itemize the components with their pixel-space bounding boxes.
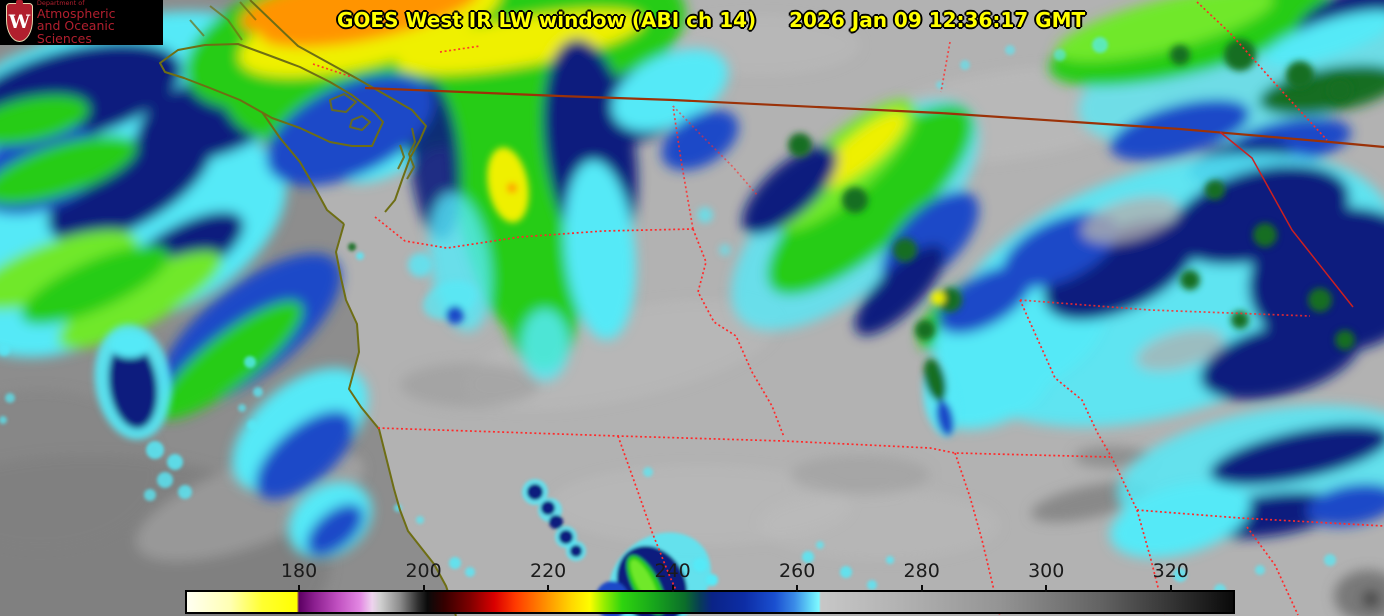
- colorbar-label-240: 240: [654, 560, 691, 582]
- colorbar-tick-180: [298, 585, 301, 592]
- coast-olympic: [261, 111, 345, 225]
- border-37n-east: [1136, 509, 1384, 527]
- island-islets: [329, 93, 371, 131]
- cloud-layer-large: [0, 0, 1384, 558]
- puget-inlets: [397, 127, 416, 180]
- border-42n: [377, 427, 1111, 458]
- border-ca-nv: [617, 435, 689, 616]
- coast-west: [335, 223, 457, 616]
- canada-border: [364, 86, 1384, 149]
- colorbar-label-320: 320: [1152, 560, 1189, 582]
- coastlines: [159, 0, 457, 616]
- border-or-id-snake: [692, 228, 785, 438]
- border-45n: [1019, 299, 1311, 317]
- border-mt-nd: [1219, 131, 1354, 308]
- crest-letter: W: [8, 11, 31, 33]
- colorbar-label-200: 200: [405, 560, 442, 582]
- border-bc-ab: [1196, 1, 1328, 141]
- border-se-diagonal: [1246, 526, 1299, 616]
- border-bc-ab-south: [940, 41, 951, 93]
- uw-crest-icon: W: [6, 0, 33, 42]
- logo-line-atmospheric: Atmospheric: [36, 5, 116, 21]
- colorbar-label-180: 180: [280, 560, 318, 582]
- logo-text: Department of Atmospheric and Oceanic Sc…: [37, 0, 163, 45]
- colorbar-tick-280: [920, 585, 923, 592]
- logo-department-line: Department of: [36, 0, 85, 7]
- colorbar-tick-220: [547, 585, 550, 592]
- bc-fjords: [189, 1, 257, 41]
- border-wa-id: [672, 105, 694, 230]
- border-id-mt: [672, 105, 759, 197]
- product-name: GOES West IR LW window (ABI ch 14): [337, 8, 757, 32]
- colorbar-label-280: 280: [903, 560, 940, 582]
- cloud-layer-medium: [94, 39, 1355, 440]
- uw-aos-logo: W Department of Atmospheric and Oceanic …: [0, 0, 163, 45]
- timestamp: 2026 Jan 09 12:36:17 GMT: [789, 8, 1086, 32]
- colorbar-label-260: 260: [779, 560, 816, 582]
- colorbar-tick-200: [422, 585, 425, 592]
- colorbar-tick-260: [796, 585, 799, 592]
- border-az-nm: [1136, 509, 1167, 616]
- colorbar-label-300: 300: [1028, 560, 1065, 582]
- state-borders: [312, 1, 1384, 616]
- colorbar-label-220: 220: [529, 560, 567, 582]
- temperature-colorbar: [185, 590, 1235, 614]
- border-49n-water: [312, 45, 481, 78]
- colorbar-tick-300: [1045, 585, 1048, 592]
- border-columbia-river: [374, 216, 694, 249]
- vancouver-island: [159, 43, 384, 147]
- colorbar-tick-240: [671, 585, 674, 592]
- coast-mainland-north: [249, 0, 427, 213]
- colorbar-tick-320: [1169, 585, 1172, 592]
- image-title: GOES West IR LW window (ABI ch 14) 2026 …: [337, 8, 1085, 32]
- logo-line-oceanic: and Oceanic Sciences: [36, 18, 115, 46]
